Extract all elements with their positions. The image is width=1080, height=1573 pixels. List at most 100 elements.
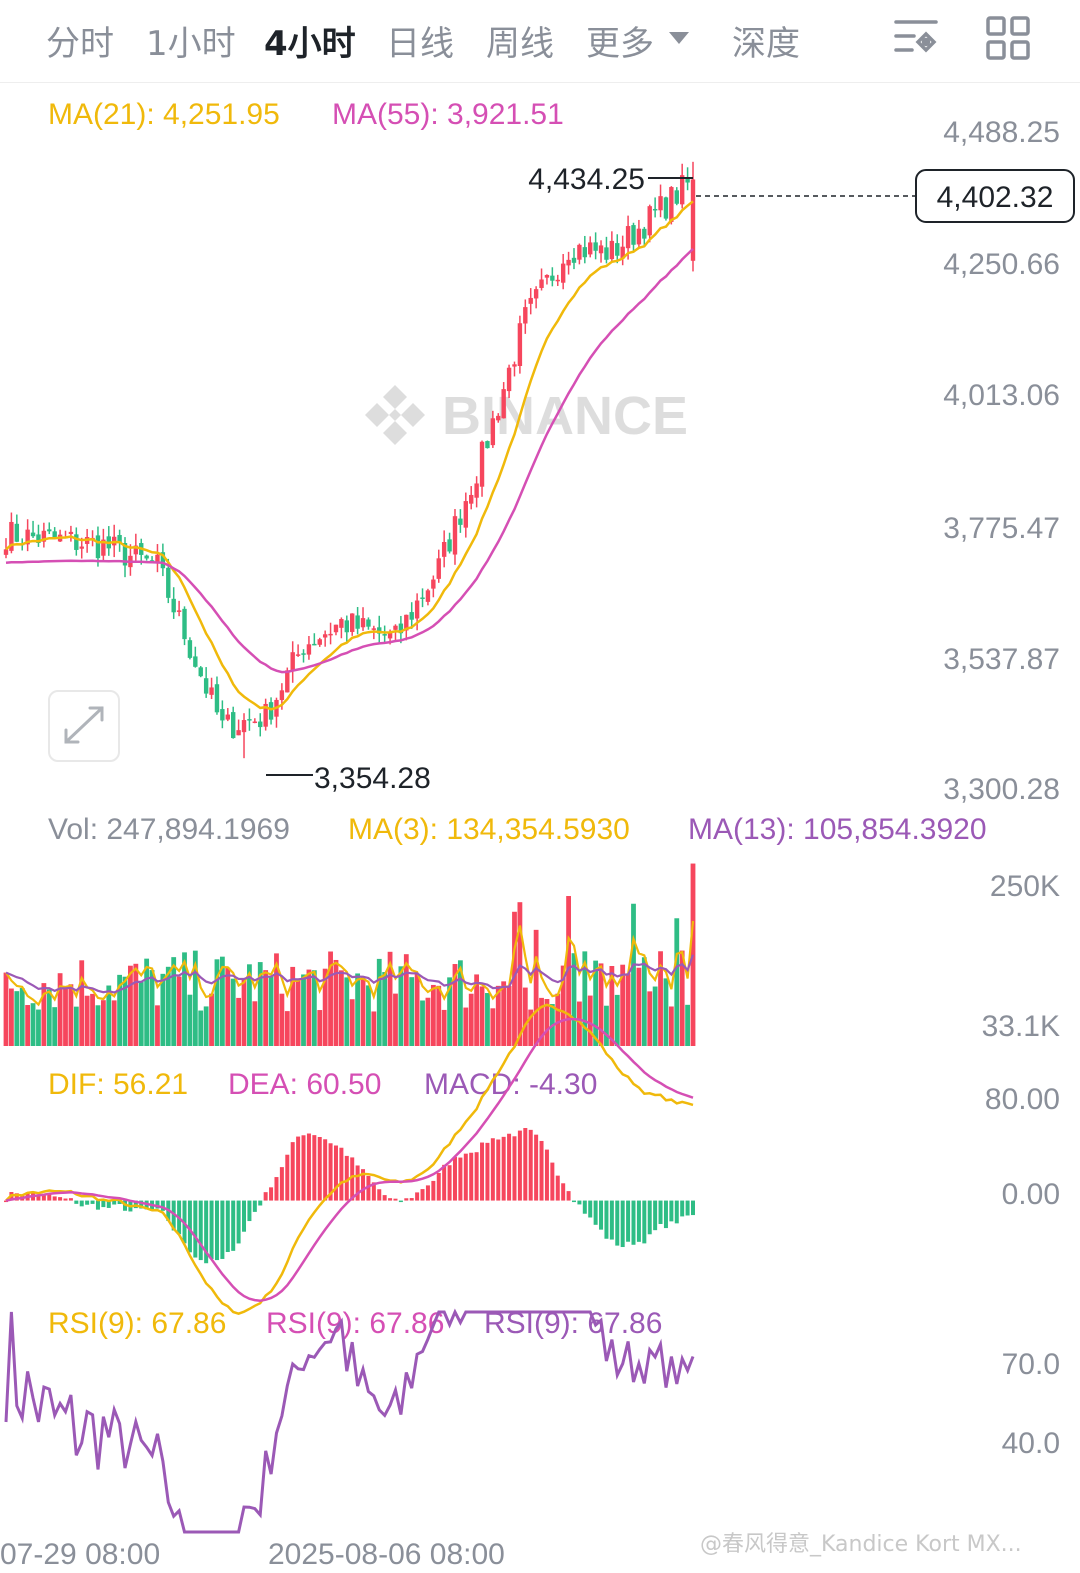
candle-body [193, 656, 198, 667]
tab-weekly[interactable]: 周线 [486, 24, 554, 64]
candle-body [490, 418, 496, 446]
macd-histogram-bar [398, 1200, 403, 1203]
candle-body [560, 263, 566, 283]
volume-bar [425, 997, 431, 1046]
volume-bar [631, 903, 636, 1046]
macd-histogram-bar [231, 1200, 236, 1251]
macd-histogram-bar [555, 1175, 560, 1201]
macd-histogram-bar [306, 1133, 311, 1201]
volume-bar [393, 993, 398, 1046]
candle-body [350, 613, 355, 632]
macd-histogram-bar [485, 1142, 490, 1201]
macd-histogram-bar [626, 1200, 631, 1242]
candle-body [420, 597, 425, 599]
current-price-label: 4,402.32 [937, 181, 1054, 214]
macd-histogram-bar [258, 1200, 263, 1206]
volume-bar [625, 973, 631, 1046]
candle-body [441, 542, 447, 557]
macd-histogram-bar [112, 1200, 117, 1205]
volume-bar [68, 984, 74, 1046]
caret-down-icon[interactable] [666, 28, 692, 48]
volume-bar [236, 997, 242, 1046]
candle-body [631, 225, 636, 245]
dif-line [5, 1003, 694, 1316]
volume-bar [560, 965, 566, 1046]
price-tick: 3,537.87 [943, 643, 1060, 676]
volume-bar [544, 999, 550, 1046]
volume-bar [652, 986, 658, 1046]
volume-bar [219, 956, 225, 1046]
volume-bar [598, 963, 604, 1046]
volume-bar [19, 987, 25, 1046]
volume-bar [409, 977, 415, 1046]
expand-icon [64, 706, 104, 744]
volume-bar [679, 950, 685, 1046]
x-axis-label: 07-29 08:00 [0, 1538, 160, 1571]
candle-body [539, 279, 544, 288]
macd-histogram-bar [620, 1200, 625, 1248]
macd-histogram-bar [204, 1200, 209, 1264]
grid-icon[interactable] [984, 14, 1032, 62]
candle-body [663, 197, 669, 219]
macd-histogram-bar [501, 1136, 506, 1201]
volume-bar [690, 863, 696, 1046]
tab-depth[interactable]: 深度 [732, 24, 800, 64]
macd-histogram-bar [528, 1129, 533, 1201]
volume-bar [420, 1000, 425, 1046]
volume-bar [674, 918, 680, 1046]
ma55-label: MA(55): 3,921.51 [332, 98, 564, 131]
macd-histogram-bar [436, 1172, 441, 1201]
volume-bar [387, 951, 393, 1046]
macd-histogram-bar [247, 1200, 252, 1222]
candle-body [9, 521, 14, 551]
macd-histogram-bar [393, 1198, 398, 1201]
volume-bar [566, 896, 571, 1046]
tab-1h[interactable]: 1小时 [146, 24, 236, 64]
macd-histogram-bar [469, 1152, 474, 1201]
candle-body [436, 558, 441, 579]
candle-body [387, 631, 393, 639]
candle-body [355, 615, 360, 629]
macd-histogram-bar [355, 1165, 360, 1201]
volume-bar [128, 965, 133, 1046]
candle-body [101, 539, 106, 556]
volume-bar [290, 966, 296, 1046]
volume-bar [414, 973, 420, 1046]
macd-histogram-bar [663, 1200, 668, 1229]
candle-body [68, 531, 74, 534]
candle-body [452, 516, 458, 555]
macd-histogram-bar [117, 1200, 122, 1205]
macd-histogram-bar [366, 1175, 371, 1201]
volume-bar [241, 979, 247, 1046]
candle-body [555, 279, 560, 282]
candle-body [458, 518, 463, 525]
tab-more[interactable]: 更多 [586, 24, 654, 64]
volume-bar [658, 951, 663, 1046]
macd-histogram-bar [404, 1198, 409, 1201]
volume-bar [587, 995, 593, 1046]
macd-histogram-bar [377, 1189, 382, 1201]
macd-tick: 0.00 [1002, 1178, 1060, 1211]
tab-daily[interactable]: 日线 [386, 24, 454, 64]
vol-tick: 33.1K [982, 1010, 1060, 1043]
candle-body [225, 714, 230, 720]
macd-histogram-bar [480, 1142, 485, 1201]
volume-bar [84, 995, 90, 1046]
expand-button[interactable] [48, 690, 120, 762]
kline-chart[interactable]: BINANCE MA(21): 4,251.95 MA(55): 3,921.5… [0, 82, 1080, 1573]
macd-histogram-bar [588, 1200, 593, 1218]
volume-bar [577, 1001, 582, 1046]
volume-bar [512, 911, 517, 1046]
macd-histogram-bar [582, 1200, 587, 1214]
volume-bar [263, 970, 269, 1046]
tab-timeshare[interactable]: 分时 [46, 24, 114, 64]
macd-histogram-bar [604, 1200, 609, 1239]
volume-bar [447, 977, 452, 1046]
volume-bar [176, 976, 182, 1046]
indicator-settings-icon[interactable] [892, 14, 942, 64]
candle-body [322, 634, 328, 638]
macd-histogram-bar [496, 1139, 501, 1201]
macd-histogram-bar [442, 1164, 447, 1201]
tab-4h[interactable]: 4小时 [264, 24, 356, 64]
candle-body [328, 633, 333, 636]
